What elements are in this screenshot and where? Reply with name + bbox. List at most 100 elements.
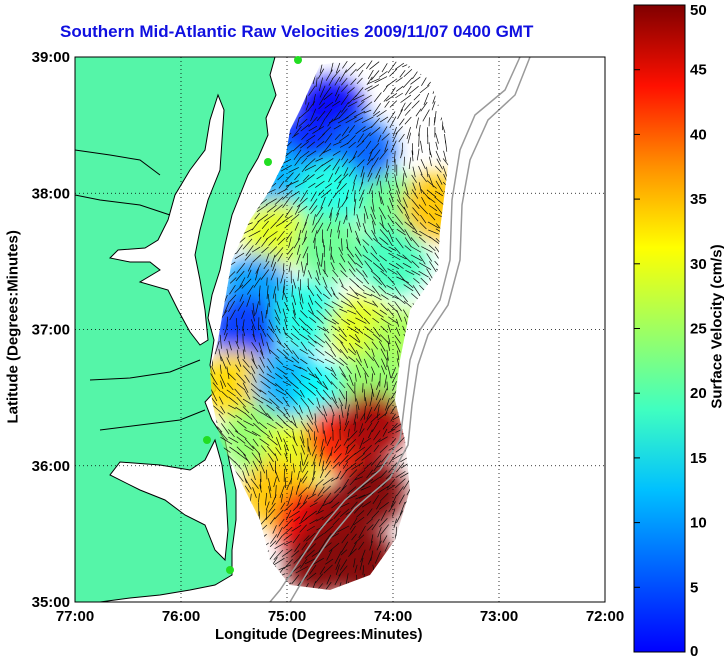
current-arrow bbox=[360, 166, 365, 178]
current-arrow bbox=[293, 556, 301, 564]
current-arrow bbox=[355, 358, 363, 367]
current-arrow bbox=[315, 510, 324, 515]
current-arrow bbox=[276, 277, 279, 291]
current-arrow bbox=[255, 236, 262, 246]
current-arrow bbox=[302, 246, 309, 259]
current-arrow bbox=[367, 172, 373, 182]
current-arrow bbox=[377, 134, 382, 143]
current-arrow bbox=[353, 558, 356, 568]
current-arrow bbox=[244, 477, 252, 490]
current-arrow bbox=[372, 333, 383, 342]
current-arrow bbox=[396, 462, 405, 473]
current-arrow bbox=[258, 493, 260, 503]
current-arrow bbox=[265, 231, 278, 240]
current-arrow bbox=[356, 404, 358, 419]
current-arrow bbox=[330, 262, 335, 271]
current-arrow bbox=[355, 292, 367, 299]
current-arrow bbox=[392, 126, 397, 137]
current-arrow bbox=[229, 277, 237, 284]
current-arrow bbox=[403, 284, 414, 292]
current-arrow bbox=[387, 302, 398, 313]
current-arrow bbox=[284, 342, 293, 354]
current-arrow bbox=[322, 238, 325, 248]
current-arrow bbox=[346, 319, 356, 325]
current-arrow bbox=[319, 95, 326, 105]
current-arrow bbox=[283, 375, 293, 384]
current-arrow bbox=[314, 334, 326, 344]
current-arrow bbox=[332, 150, 341, 156]
current-arrow bbox=[251, 220, 260, 231]
current-arrow bbox=[223, 324, 229, 336]
current-arrow bbox=[355, 317, 367, 324]
current-arrow bbox=[307, 366, 316, 378]
current-arrow bbox=[434, 204, 443, 215]
x-tick-label: 76:00 bbox=[162, 608, 200, 625]
current-arrow bbox=[226, 316, 228, 328]
current-arrow bbox=[274, 247, 284, 258]
current-arrow bbox=[323, 564, 333, 574]
current-arrow bbox=[345, 189, 349, 200]
current-arrow bbox=[260, 380, 271, 389]
current-arrow bbox=[224, 301, 230, 313]
current-arrow bbox=[252, 396, 264, 404]
current-arrow bbox=[265, 492, 268, 506]
current-arrow bbox=[284, 390, 292, 399]
current-arrow bbox=[313, 494, 324, 503]
current-arrow bbox=[320, 196, 326, 209]
current-arrow bbox=[300, 293, 304, 304]
current-arrow bbox=[435, 132, 439, 144]
current-arrow bbox=[330, 366, 337, 376]
current-arrow bbox=[300, 397, 309, 408]
current-arrow bbox=[300, 421, 308, 432]
current-arrow bbox=[343, 167, 349, 177]
current-arrow bbox=[355, 268, 365, 277]
current-arrow bbox=[311, 470, 316, 481]
current-arrow bbox=[421, 246, 433, 253]
current-arrow bbox=[276, 367, 287, 375]
current-arrow bbox=[244, 412, 253, 420]
current-arrow bbox=[291, 524, 302, 532]
current-arrow bbox=[339, 559, 348, 571]
current-arrow bbox=[395, 221, 405, 233]
current-arrow bbox=[376, 462, 388, 468]
current-arrow bbox=[280, 502, 286, 510]
current-arrow bbox=[359, 197, 364, 209]
current-arrow bbox=[284, 444, 288, 456]
current-arrow bbox=[347, 326, 359, 334]
current-arrow bbox=[330, 61, 334, 73]
current-arrow bbox=[319, 468, 325, 479]
current-arrow bbox=[275, 221, 285, 227]
current-arrow bbox=[358, 181, 364, 192]
current-arrow bbox=[347, 309, 357, 315]
current-arrow bbox=[367, 429, 373, 439]
current-arrow bbox=[389, 68, 398, 77]
current-arrow bbox=[381, 524, 389, 535]
current-arrow bbox=[384, 374, 388, 388]
current-arrow bbox=[226, 454, 236, 463]
current-arrow bbox=[346, 404, 350, 416]
current-arrow bbox=[378, 206, 387, 220]
current-arrow bbox=[330, 348, 337, 357]
current-arrow bbox=[356, 349, 362, 363]
current-arrow bbox=[236, 436, 246, 444]
current-arrow bbox=[234, 470, 244, 482]
current-arrow bbox=[393, 150, 396, 163]
current-arrow bbox=[387, 222, 394, 233]
current-arrow bbox=[294, 157, 302, 166]
current-arrow bbox=[374, 438, 381, 445]
current-arrow bbox=[334, 76, 341, 86]
current-arrow bbox=[350, 525, 356, 534]
current-arrow bbox=[410, 76, 421, 85]
current-arrow bbox=[309, 502, 318, 507]
speed-cell bbox=[274, 281, 343, 350]
current-arrow bbox=[312, 126, 325, 134]
current-arrow bbox=[292, 196, 300, 205]
current-arrow bbox=[295, 485, 299, 495]
current-arrow bbox=[300, 261, 304, 273]
current-arrow bbox=[250, 388, 261, 397]
current-arrow bbox=[419, 222, 427, 230]
current-arrow bbox=[276, 526, 283, 538]
current-arrow bbox=[299, 301, 304, 310]
current-arrow bbox=[316, 222, 324, 234]
current-arrow bbox=[317, 68, 325, 79]
